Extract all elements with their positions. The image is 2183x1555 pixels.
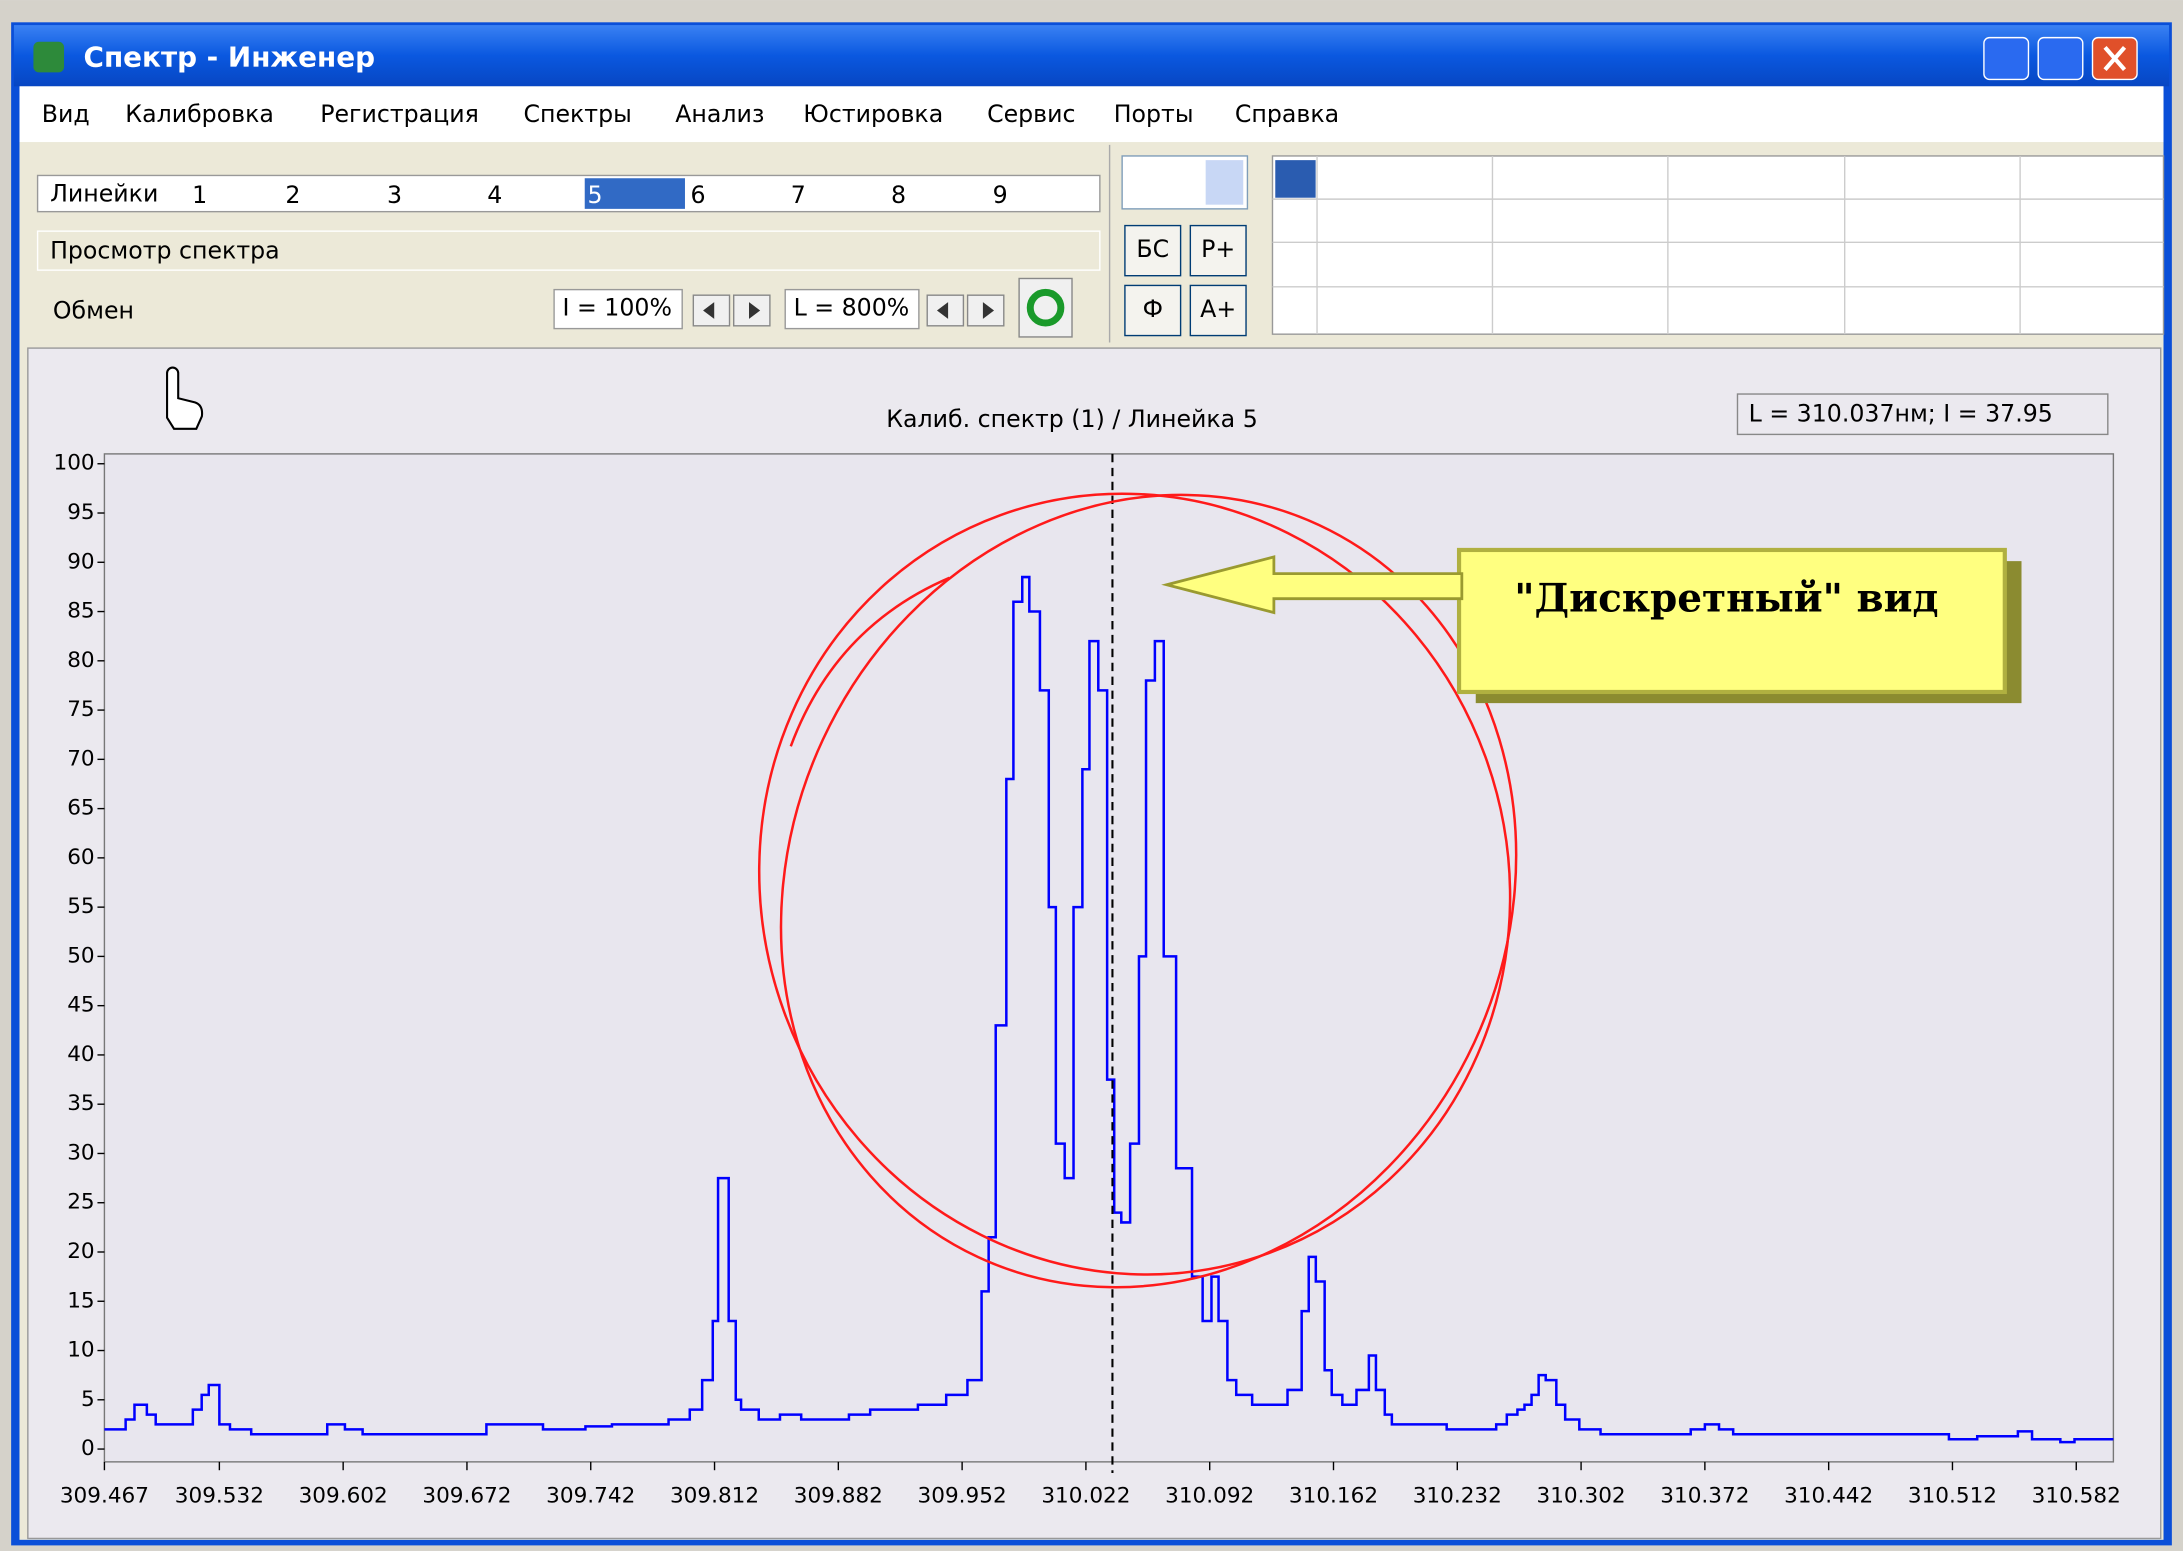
x-tick-label: 309.882	[794, 1484, 883, 1509]
callout-arrow	[1161, 555, 1464, 615]
line-number[interactable]: 6	[691, 181, 706, 209]
cursor-readout: L = 310.037нм; I = 37.95	[1749, 399, 2053, 427]
y-tick-label: 40	[67, 1042, 94, 1067]
red-circle	[779, 493, 1518, 1289]
y-tick-label: 80	[67, 648, 94, 673]
grid-lines	[1272, 155, 2164, 335]
x-tick-label: 310.092	[1165, 1484, 1254, 1509]
tool-button-label: А+	[1200, 295, 1236, 323]
spectrum-line	[104, 575, 2114, 1444]
x-tick-label: 309.532	[175, 1484, 264, 1509]
y-tick-label: 95	[67, 500, 94, 525]
y-tick-label: 15	[67, 1288, 94, 1313]
menu-bar	[19, 86, 2164, 143]
x-tick-label: 309.742	[546, 1484, 635, 1509]
tool-button[interactable]	[1124, 224, 1182, 277]
menu-item[interactable]: Справка	[1235, 100, 1339, 128]
callout-text: "Дискретный" вид	[1514, 575, 1938, 621]
y-tick-label: 65	[67, 796, 94, 821]
y-tick-label: 20	[67, 1239, 94, 1264]
menu-item[interactable]: Вид	[42, 100, 90, 128]
x-tick-label: 309.467	[60, 1484, 149, 1509]
l-zoom-box	[784, 288, 920, 330]
close-icon	[2103, 45, 2127, 72]
chart-title: Калиб. спектр (1) / Линейка 5	[886, 405, 1257, 433]
red-stroke	[789, 576, 950, 747]
tool-button-label: Ф	[1143, 295, 1163, 323]
app-icon	[33, 41, 65, 73]
y-tick-label: 25	[67, 1190, 94, 1215]
x-tick-label: 310.232	[1413, 1484, 1502, 1509]
x-tick-label: 309.952	[918, 1484, 1007, 1509]
line-number[interactable]: 2	[285, 181, 300, 209]
line-number[interactable]: 5	[588, 181, 603, 209]
title-bar	[13, 25, 2170, 87]
callout-box	[1456, 547, 2007, 695]
y-tick-label: 60	[67, 845, 94, 870]
line-number[interactable]: 1	[192, 181, 207, 209]
y-tick-label: 85	[67, 599, 94, 624]
window-title: Спектр - Инженер	[84, 41, 376, 74]
menu-item[interactable]: Калибровка	[125, 100, 274, 128]
data-grid	[1271, 155, 2165, 335]
line-number[interactable]: 7	[791, 181, 806, 209]
tool-button-label: БС	[1136, 235, 1169, 263]
y-tick-label: 50	[67, 943, 94, 968]
hand-cursor	[166, 366, 204, 430]
menu-item[interactable]: Анализ	[675, 100, 764, 128]
y-tick-label: 75	[67, 697, 94, 722]
y-tick-label: 0	[81, 1436, 95, 1461]
minimize-button[interactable]	[1983, 36, 2030, 81]
refresh-icon	[1026, 288, 1065, 327]
y-tick-label: 100	[54, 451, 95, 476]
x-tick-label: 310.512	[1908, 1484, 1997, 1509]
y-tick-label: 10	[67, 1338, 94, 1363]
x-tick-label: 310.582	[2032, 1484, 2121, 1509]
line-number[interactable]: 8	[891, 181, 906, 209]
mode-label: Просмотр спектра	[50, 237, 280, 265]
l-zoom: L = 800%	[794, 294, 910, 322]
annotation-circles	[757, 492, 1518, 1289]
exchange-label: Обмен	[53, 296, 134, 324]
y-tick-label: 55	[67, 894, 94, 919]
menu-item[interactable]: Юстировка	[803, 100, 943, 128]
menu-item[interactable]: Порты	[1114, 100, 1194, 128]
line-number[interactable]: 4	[487, 181, 502, 209]
combo-arrow[interactable]	[1205, 160, 1244, 205]
x-tick-label: 309.812	[670, 1484, 759, 1509]
x-tick-label: 310.022	[1041, 1484, 1130, 1509]
lines-label: Линейки	[50, 179, 158, 207]
tool-button[interactable]	[1189, 224, 1247, 277]
x-tick-label: 309.672	[422, 1484, 511, 1509]
line-number[interactable]: 3	[387, 181, 402, 209]
selected-line	[584, 178, 685, 209]
x-tick-label: 310.372	[1660, 1484, 1749, 1509]
menu-item[interactable]: Регистрация	[320, 100, 479, 128]
x-tick-label: 310.162	[1289, 1484, 1378, 1509]
line-number[interactable]: 9	[993, 181, 1008, 209]
i-zoom-box	[553, 288, 683, 330]
tool-button[interactable]	[1189, 284, 1247, 337]
lines-box	[36, 174, 1101, 213]
x-tick-label: 309.602	[299, 1484, 388, 1509]
i-zoom: I = 100%	[562, 294, 671, 322]
tool-button[interactable]	[1124, 284, 1182, 337]
x-tick-label: 310.302	[1536, 1484, 1625, 1509]
menu-item[interactable]: Спектры	[523, 100, 631, 128]
tool-button-label: Р+	[1201, 235, 1235, 263]
cursor-readout-box	[1736, 393, 2109, 436]
mode-box	[36, 230, 1101, 271]
y-tick-label: 90	[67, 549, 94, 574]
y-tick-label: 35	[67, 1091, 94, 1116]
menu-item[interactable]: Сервис	[987, 100, 1075, 128]
y-tick-label: 70	[67, 746, 94, 771]
y-tick-label: 45	[67, 993, 94, 1018]
restore-button[interactable]	[2037, 36, 2084, 81]
y-tick-label: 30	[67, 1140, 94, 1165]
y-tick-label: 5	[81, 1387, 95, 1412]
grid-selection	[1275, 160, 1316, 198]
x-tick-label: 310.442	[1784, 1484, 1873, 1509]
